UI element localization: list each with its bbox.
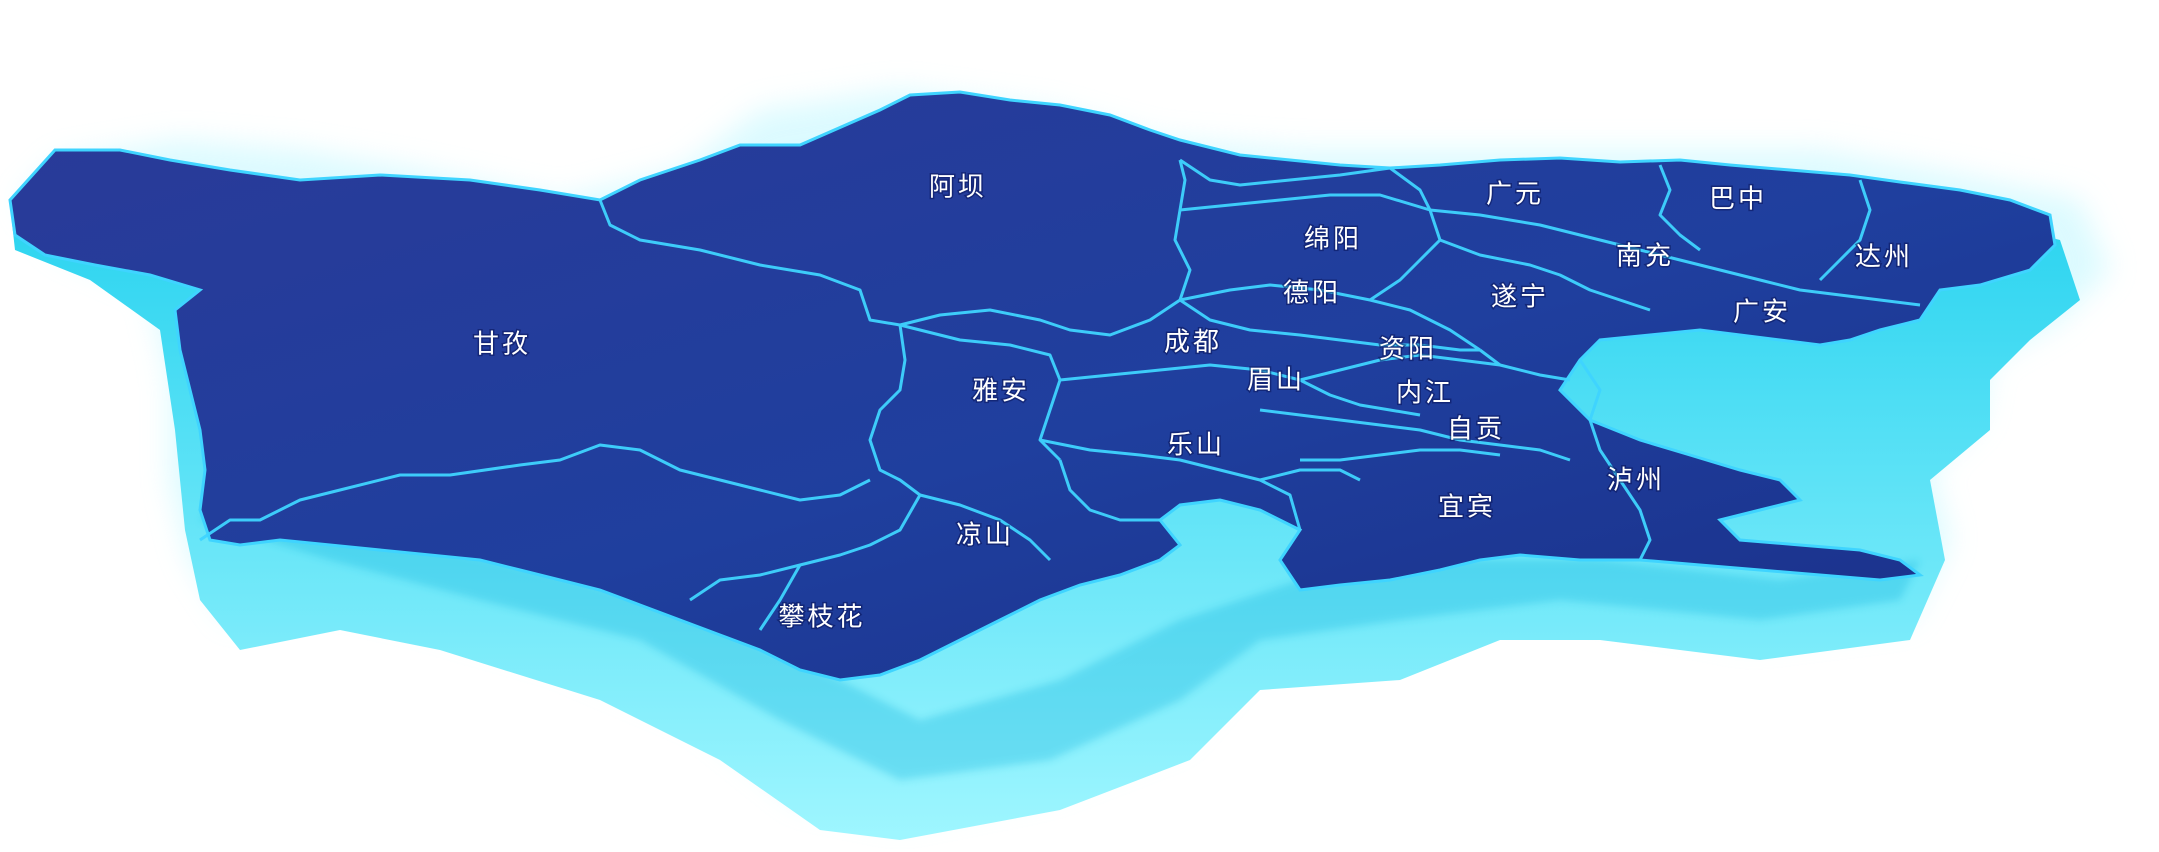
label-ganzi: 甘孜 [473, 330, 531, 360]
label-chengdu: 成都 [1164, 328, 1222, 358]
label-aba: 阿坝 [929, 173, 987, 203]
map-land [8, 90, 2057, 682]
label-luzhou: 泸州 [1607, 466, 1665, 496]
label-guangyuan: 广元 [1486, 180, 1544, 210]
label-ziyang: 资阳 [1379, 335, 1437, 365]
label-meishan: 眉山 [1247, 366, 1305, 396]
label-zigong: 自贡 [1447, 415, 1505, 445]
label-guangan: 广安 [1733, 298, 1791, 328]
label-panzhihua: 攀枝花 [778, 603, 865, 633]
label-suining: 遂宁 [1491, 283, 1549, 313]
label-liangshan: 凉山 [956, 521, 1014, 551]
label-leshan: 乐山 [1167, 431, 1225, 461]
label-dazhou: 达州 [1855, 243, 1913, 273]
label-mianyang: 绵阳 [1304, 225, 1362, 255]
label-yaan: 雅安 [972, 377, 1030, 407]
label-nanchong: 南充 [1616, 242, 1674, 272]
label-yibin: 宜宾 [1438, 493, 1496, 523]
label-bazhong: 巴中 [1709, 185, 1767, 215]
region-labels: 甘孜 阿坝 广元 巴中 绵阳 南充 达州 德阳 遂宁 广安 成都 资阳 雅安 眉… [471, 171, 1913, 634]
label-neijiang: 内江 [1396, 379, 1454, 409]
label-deyang: 德阳 [1283, 279, 1341, 309]
map-borders [199, 158, 1921, 631]
